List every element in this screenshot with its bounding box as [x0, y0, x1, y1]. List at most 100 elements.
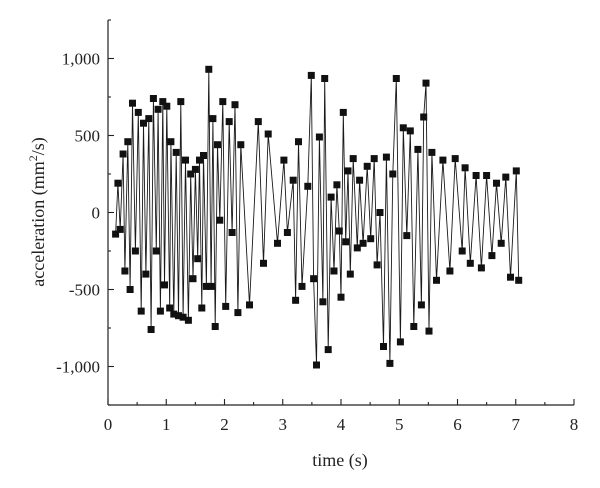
data-point-marker	[219, 98, 227, 106]
data-point-marker	[200, 152, 207, 159]
data-point-marker	[112, 230, 120, 238]
data-point-marker	[327, 193, 335, 201]
data-point-marker	[349, 155, 357, 163]
data-point-marker	[380, 343, 387, 350]
data-point-marker	[382, 153, 390, 161]
data-point-marker	[237, 141, 245, 149]
data-point-marker	[396, 338, 404, 346]
data-point-marker	[356, 176, 364, 184]
data-point-marker	[344, 167, 352, 175]
data-point-marker	[194, 255, 202, 263]
data-point-marker	[142, 270, 150, 278]
data-point-marker	[166, 304, 174, 312]
data-point-marker	[392, 75, 400, 82]
data-point-marker	[216, 216, 224, 224]
data-point-marker	[406, 127, 414, 135]
x-axis-title: time (s)	[312, 450, 368, 471]
data-point-marker	[145, 115, 153, 123]
data-point-marker	[488, 252, 496, 260]
data-point-marker	[477, 264, 485, 272]
series-line	[115, 68, 520, 366]
data-point-marker	[170, 310, 178, 318]
data-point-marker	[187, 170, 195, 178]
y-tick-label: -500	[69, 281, 100, 300]
data-point-marker	[295, 138, 302, 146]
data-point-marker	[446, 267, 454, 275]
data-point-marker	[172, 148, 180, 156]
data-point-marker	[114, 179, 122, 187]
data-point-marker	[502, 173, 510, 181]
data-point-marker	[433, 276, 440, 284]
data-point-marker	[373, 261, 381, 269]
data-point-marker	[163, 102, 171, 110]
data-point-marker	[134, 108, 142, 116]
data-point-marker	[225, 118, 233, 126]
data-point-marker	[147, 326, 155, 333]
data-point-marker	[116, 225, 124, 233]
data-point-marker	[342, 238, 350, 246]
data-point-marker	[493, 179, 500, 187]
data-point-marker	[458, 247, 466, 255]
data-point-marker	[207, 282, 215, 290]
data-point-marker	[161, 281, 168, 289]
data-point-marker	[167, 138, 175, 146]
series-layer	[112, 65, 523, 369]
chart-ticks: 0 1 2 3 4 5 6 7 8 -1,000 -500 0 500 1,000	[56, 19, 579, 434]
data-point-marker	[410, 323, 418, 330]
data-point-marker	[367, 235, 375, 243]
data-point-marker	[177, 98, 185, 106]
data-point-marker	[472, 172, 480, 179]
data-point-marker	[159, 98, 167, 106]
data-point-marker	[337, 293, 345, 301]
data-point-marker	[466, 259, 474, 267]
data-point-marker	[228, 229, 236, 236]
data-point-marker	[222, 302, 230, 310]
data-point-marker	[179, 313, 187, 321]
data-point-marker	[234, 309, 242, 317]
data-point-marker	[298, 282, 306, 290]
data-point-marker	[214, 141, 221, 149]
data-point-marker	[140, 119, 147, 127]
data-point-marker	[211, 323, 219, 330]
y-tick-label: -1,000	[56, 358, 100, 377]
y-axis-title-main: acceleration (mm	[28, 161, 49, 286]
data-point-marker	[175, 312, 182, 320]
data-point-marker	[370, 155, 378, 163]
data-point-marker	[353, 244, 361, 252]
data-point-marker	[428, 148, 436, 156]
data-point-marker	[149, 95, 157, 102]
y-tick-label: 500	[75, 127, 101, 146]
data-point-marker	[283, 229, 291, 236]
data-point-marker	[313, 361, 320, 369]
data-point-marker	[321, 75, 329, 82]
data-point-marker	[126, 286, 134, 293]
x-tick-label: 0	[104, 415, 113, 434]
data-point-marker	[403, 232, 411, 240]
data-point-marker	[246, 301, 253, 309]
data-point-marker	[137, 307, 145, 315]
data-point-marker	[156, 307, 164, 315]
data-point-marker	[129, 99, 136, 107]
data-point-marker	[307, 71, 315, 79]
data-point-marker	[324, 346, 332, 354]
data-point-marker	[189, 275, 197, 283]
x-tick-label: 8	[570, 415, 579, 434]
data-point-marker	[264, 130, 272, 138]
data-point-marker	[124, 138, 132, 146]
data-point-marker	[451, 155, 459, 163]
data-point-marker	[422, 79, 430, 87]
data-point-marker	[289, 176, 297, 184]
chart-axes	[107, 20, 574, 406]
data-point-marker	[376, 209, 384, 216]
data-point-marker	[202, 282, 210, 290]
data-point-marker	[363, 162, 371, 170]
data-point-marker	[512, 167, 520, 175]
data-point-marker	[339, 108, 347, 116]
data-point-marker	[184, 316, 192, 324]
data-point-marker	[196, 156, 203, 164]
data-point-marker	[152, 247, 160, 255]
data-point-marker	[461, 164, 469, 172]
data-point-marker	[231, 101, 239, 109]
data-point-marker	[346, 270, 354, 278]
data-point-marker	[417, 301, 425, 309]
